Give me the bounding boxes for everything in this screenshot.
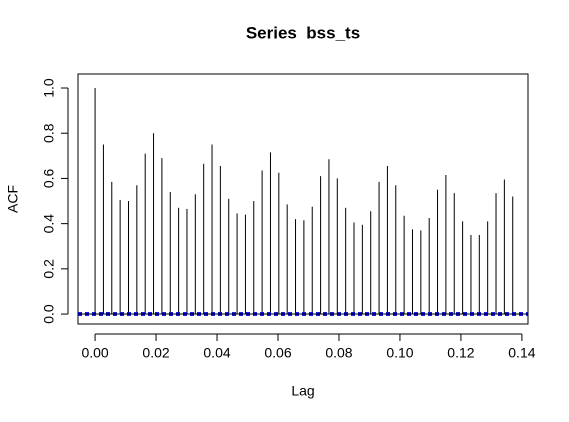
- x-axis-label: Lag: [291, 383, 314, 399]
- y-tick-label: 0.6: [41, 168, 57, 188]
- x-tick-label: 0.02: [142, 345, 169, 361]
- chart-title: Series bss_ts: [246, 23, 360, 42]
- y-tick-label: 0.0: [41, 304, 57, 324]
- y-axis-label: ACF: [5, 185, 21, 213]
- plot-box: [77, 73, 529, 325]
- x-tick-label: 0.08: [325, 345, 352, 361]
- x-tick-label: 0.12: [447, 345, 474, 361]
- x-tick-label: 0.00: [81, 345, 108, 361]
- y-tick-label: 0.2: [41, 259, 57, 279]
- y-tick-label: 0.8: [41, 123, 57, 143]
- x-tick-label: 0.14: [508, 345, 535, 361]
- x-tick-label: 0.04: [203, 345, 230, 361]
- y-tick-label: 0.4: [41, 214, 57, 234]
- x-tick-label: 0.06: [264, 345, 291, 361]
- y-tick-label: 1.0: [41, 78, 57, 98]
- x-tick-label: 0.10: [386, 345, 413, 361]
